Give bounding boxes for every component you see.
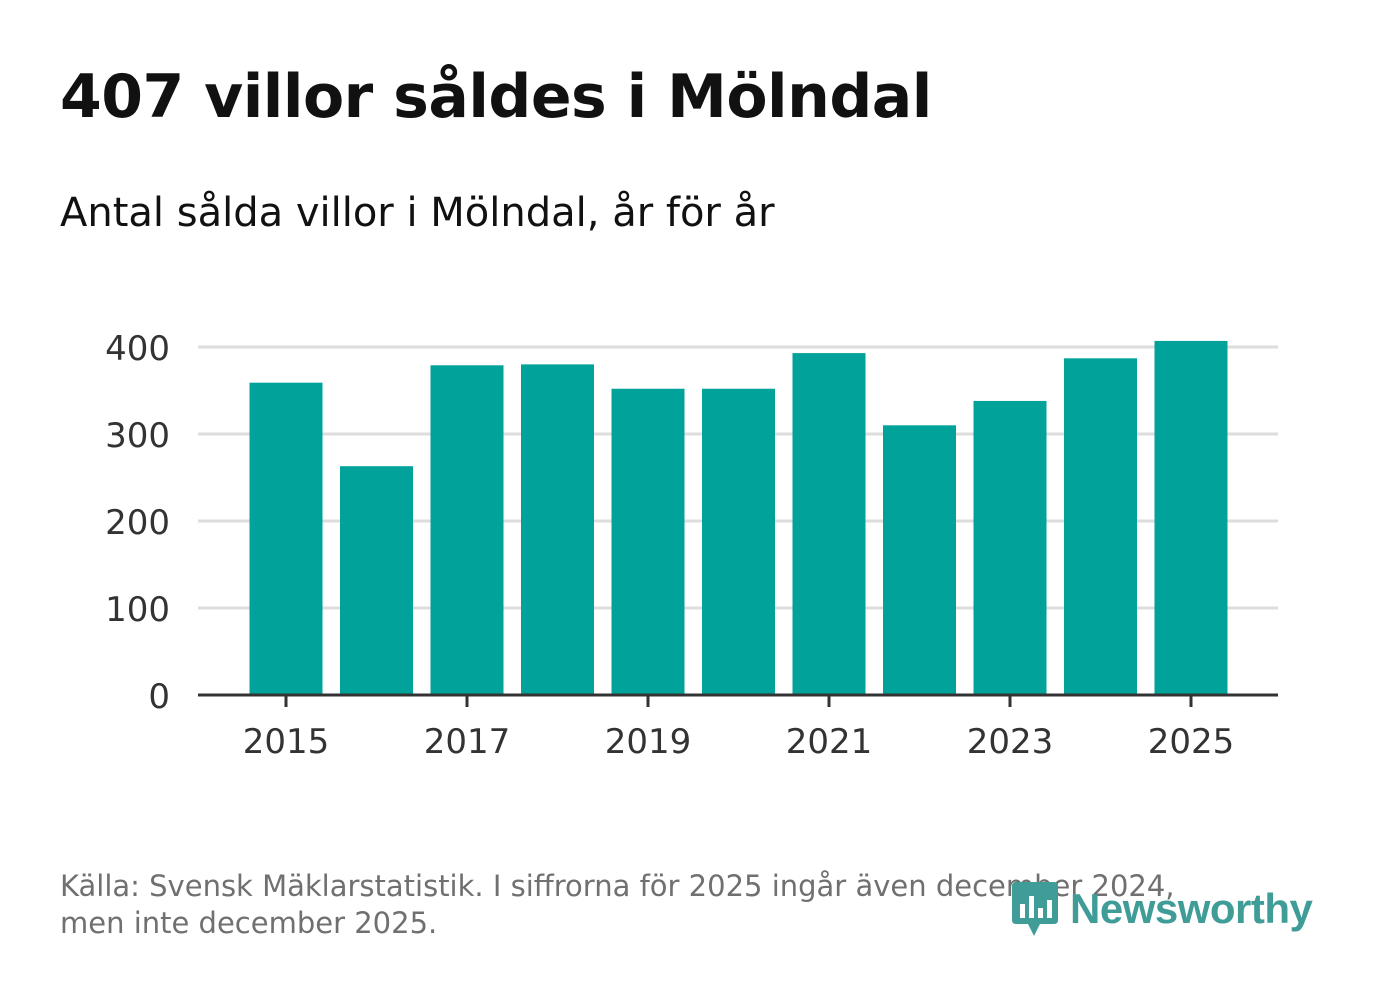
y-tick-label-300: 300: [105, 416, 170, 456]
bar-2019: [611, 388, 685, 695]
x-tick-label-2025: 2025: [1148, 722, 1235, 762]
y-tick-label-0: 0: [148, 677, 170, 717]
chart-subtitle: Antal sålda villor i Mölndal, år för år: [60, 190, 775, 236]
newsworthy-logo-icon: [1012, 882, 1058, 936]
y-tick-label-100: 100: [105, 590, 170, 630]
chart-title: 407 villor såldes i Mölndal: [60, 62, 932, 132]
source-line-1: Källa: Svensk Mäklarstatistik. I siffror…: [60, 869, 1175, 903]
source-note: Källa: Svensk Mäklarstatistik. I siffror…: [60, 868, 1260, 942]
bar-2018: [521, 364, 594, 695]
bar-2022: [883, 425, 956, 695]
bar-2015: [249, 382, 323, 695]
bar-2024: [1064, 358, 1137, 695]
brand-name: Newsworthy: [1070, 885, 1313, 932]
y-tick-label-400: 400: [105, 329, 170, 369]
bar-2025: [1154, 340, 1228, 695]
x-tick-label-2015: 2015: [243, 722, 330, 762]
source-line-2: men inte december 2025.: [60, 906, 438, 940]
axis-layer: 0 100 200 300 400 2015 2017 2019 2021 2023 2025: [105, 329, 1278, 762]
bar-2017: [430, 365, 504, 695]
y-tick-label-200: 200: [105, 503, 170, 543]
bar-layer: [249, 340, 1228, 695]
bar-chart: 0 100 200 300 400 2015 2017 2019 2021 2023 2025: [105, 329, 1278, 762]
x-tick-label-2017: 2017: [424, 722, 511, 762]
bar-2021: [792, 353, 866, 695]
newsworthy-logo: Newsworthy: [1010, 880, 1313, 938]
bar-2016: [340, 466, 413, 695]
x-tick-label-2021: 2021: [786, 722, 873, 762]
bar-2020: [702, 388, 775, 695]
x-tick-label-2019: 2019: [605, 722, 692, 762]
bar-2023: [973, 400, 1047, 695]
x-tick-label-2023: 2023: [967, 722, 1054, 762]
